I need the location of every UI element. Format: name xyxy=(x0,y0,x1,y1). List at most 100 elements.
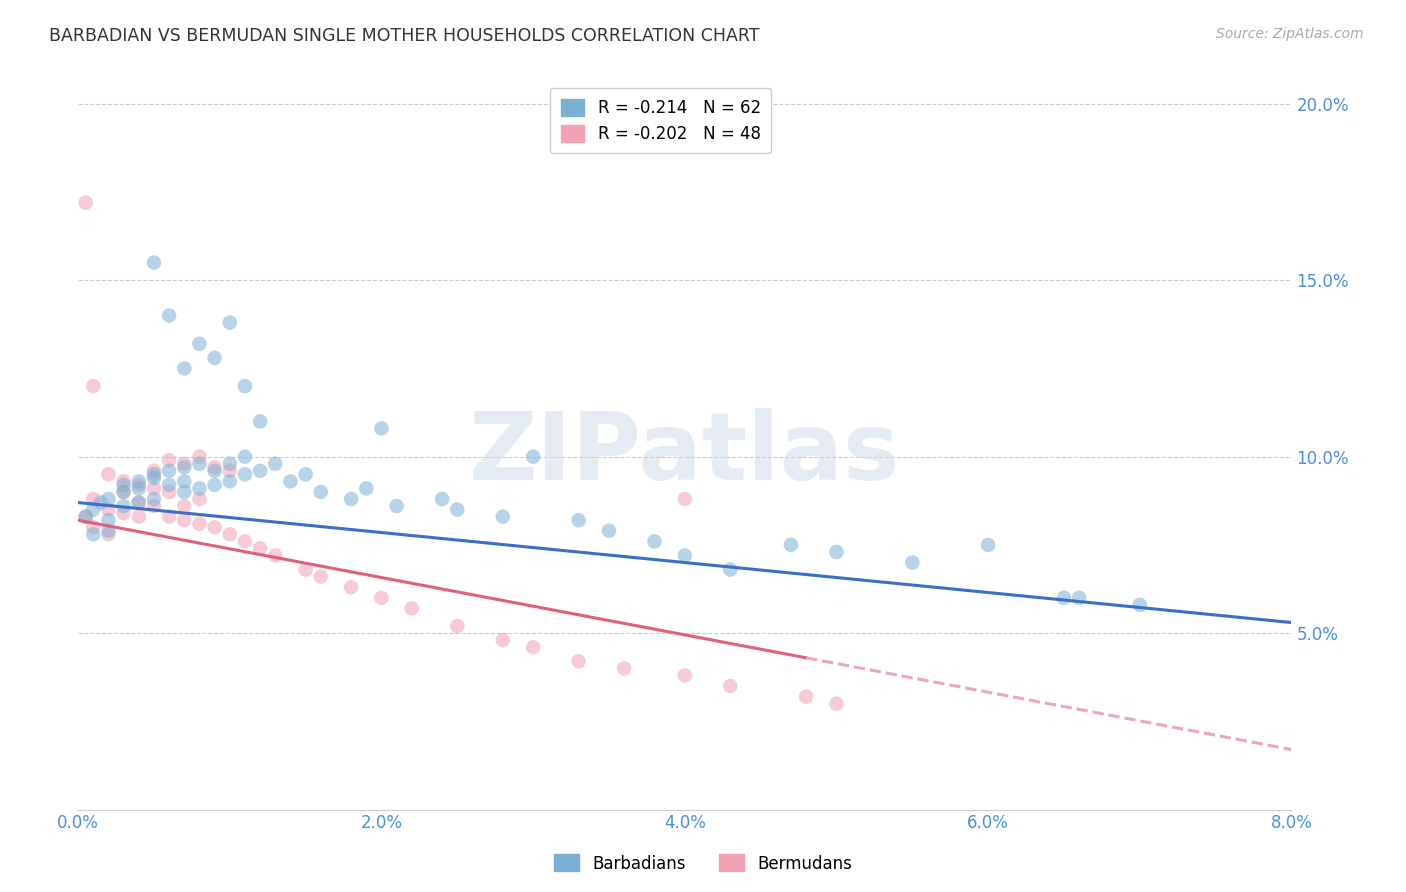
Point xyxy=(613,661,636,675)
Point xyxy=(673,491,696,506)
Point xyxy=(128,475,150,489)
Point xyxy=(97,491,120,506)
Point xyxy=(157,478,180,492)
Point xyxy=(142,467,165,482)
Point xyxy=(112,478,135,492)
Point xyxy=(1129,598,1152,612)
Point xyxy=(522,640,544,655)
Point xyxy=(673,549,696,563)
Point xyxy=(446,502,468,516)
Point xyxy=(157,453,180,467)
Point xyxy=(204,520,226,534)
Point xyxy=(718,679,741,693)
Point xyxy=(90,495,112,509)
Point xyxy=(142,255,165,269)
Text: BARBADIAN VS BERMUDAN SINGLE MOTHER HOUSEHOLDS CORRELATION CHART: BARBADIAN VS BERMUDAN SINGLE MOTHER HOUS… xyxy=(49,27,759,45)
Point xyxy=(142,499,165,513)
Point xyxy=(97,502,120,516)
Point xyxy=(173,485,195,500)
Point xyxy=(82,502,104,516)
Point xyxy=(112,485,135,500)
Point xyxy=(188,491,211,506)
Point xyxy=(780,538,803,552)
Point xyxy=(309,569,332,583)
Text: Source: ZipAtlas.com: Source: ZipAtlas.com xyxy=(1216,27,1364,41)
Point xyxy=(977,538,1000,552)
Point xyxy=(218,464,240,478)
Point xyxy=(112,475,135,489)
Point xyxy=(173,361,195,376)
Point xyxy=(75,509,97,524)
Point xyxy=(446,619,468,633)
Point xyxy=(157,485,180,500)
Point xyxy=(370,591,392,605)
Point xyxy=(294,563,316,577)
Point xyxy=(142,471,165,485)
Point xyxy=(173,457,195,471)
Point xyxy=(128,509,150,524)
Point xyxy=(173,499,195,513)
Point xyxy=(249,464,271,478)
Point xyxy=(718,563,741,577)
Legend: R = -0.214   N = 62, R = -0.202   N = 48: R = -0.214 N = 62, R = -0.202 N = 48 xyxy=(550,88,772,153)
Point xyxy=(309,485,332,500)
Point xyxy=(264,457,287,471)
Point xyxy=(825,697,848,711)
Point xyxy=(97,524,120,538)
Point xyxy=(204,351,226,365)
Point xyxy=(82,491,104,506)
Point xyxy=(233,450,256,464)
Point xyxy=(97,527,120,541)
Point xyxy=(356,482,378,496)
Point xyxy=(522,450,544,464)
Point xyxy=(188,336,211,351)
Point xyxy=(204,460,226,475)
Point xyxy=(157,309,180,323)
Point xyxy=(75,195,97,210)
Point xyxy=(825,545,848,559)
Point xyxy=(492,509,515,524)
Point xyxy=(568,513,591,527)
Point xyxy=(218,475,240,489)
Point xyxy=(249,541,271,556)
Point xyxy=(157,509,180,524)
Point xyxy=(340,491,363,506)
Point xyxy=(128,478,150,492)
Point xyxy=(82,379,104,393)
Point xyxy=(401,601,423,615)
Point xyxy=(794,690,817,704)
Point xyxy=(233,534,256,549)
Point xyxy=(218,527,240,541)
Point xyxy=(173,513,195,527)
Point xyxy=(128,495,150,509)
Point xyxy=(673,668,696,682)
Point xyxy=(142,482,165,496)
Point xyxy=(233,379,256,393)
Point xyxy=(188,482,211,496)
Point xyxy=(188,450,211,464)
Point xyxy=(75,509,97,524)
Point xyxy=(188,516,211,531)
Point xyxy=(173,460,195,475)
Point xyxy=(280,475,302,489)
Point xyxy=(204,478,226,492)
Point xyxy=(218,316,240,330)
Legend: Barbadians, Bermudans: Barbadians, Bermudans xyxy=(547,847,859,880)
Point xyxy=(157,464,180,478)
Point xyxy=(385,499,408,513)
Point xyxy=(370,421,392,435)
Point xyxy=(264,549,287,563)
Point xyxy=(249,414,271,428)
Point xyxy=(430,491,453,506)
Point xyxy=(1069,591,1091,605)
Point xyxy=(128,495,150,509)
Point xyxy=(218,457,240,471)
Point xyxy=(128,482,150,496)
Point xyxy=(112,506,135,520)
Point xyxy=(173,475,195,489)
Point xyxy=(142,491,165,506)
Point xyxy=(142,464,165,478)
Point xyxy=(568,654,591,668)
Point xyxy=(340,580,363,594)
Point xyxy=(97,467,120,482)
